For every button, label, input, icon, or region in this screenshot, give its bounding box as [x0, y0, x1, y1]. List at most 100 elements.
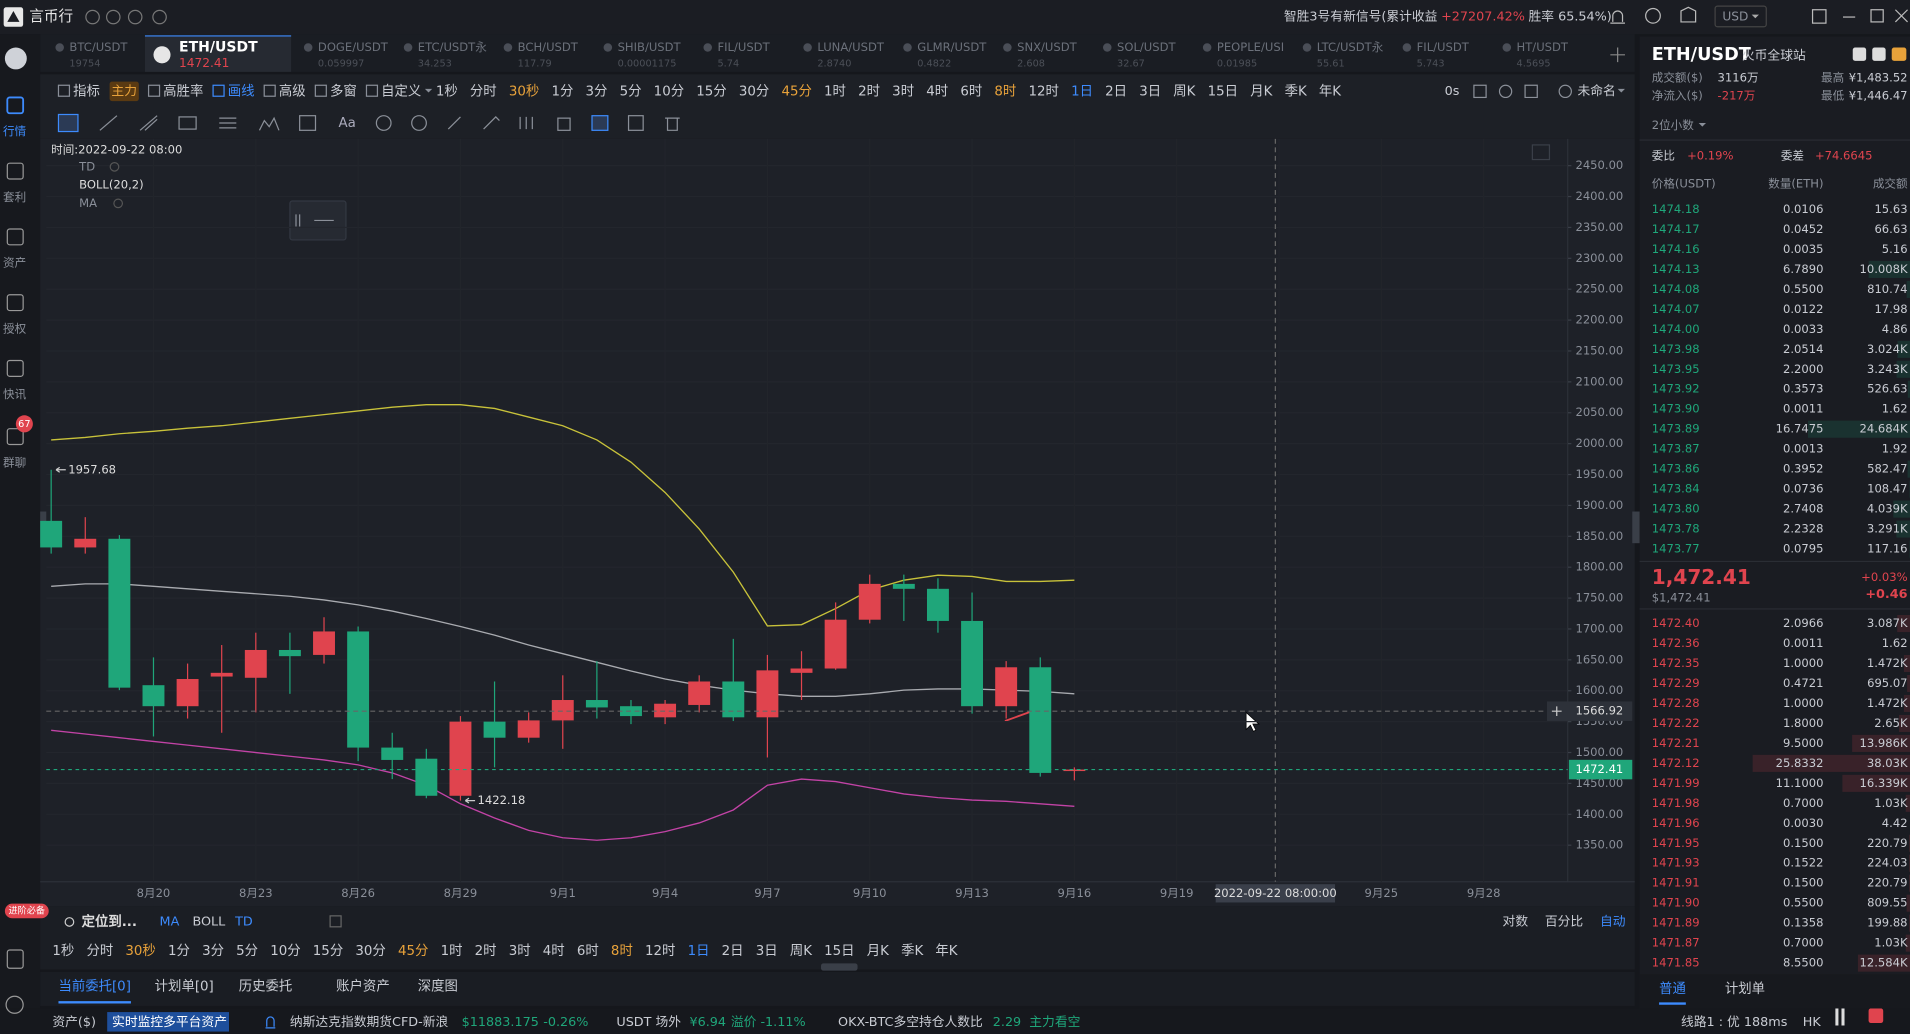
status-item[interactable]: 实时监控多平台资产: [112, 1015, 227, 1030]
toolbar-period[interactable]: 1日: [1071, 84, 1093, 99]
toolbar-period[interactable]: 3日: [1139, 84, 1161, 99]
bar-period[interactable]: 4时: [543, 943, 565, 959]
ticker-pair[interactable]: BCH/USDT: [518, 40, 579, 54]
auth-icon[interactable]: [6, 294, 24, 312]
icon[interactable]: [1524, 84, 1538, 99]
order-tab[interactable]: 历史委托: [239, 979, 293, 995]
tool-item[interactable]: 自定义: [381, 83, 421, 99]
tool-item[interactable]: 画线: [228, 83, 255, 99]
toolbar-period[interactable]: 15日: [1208, 84, 1238, 99]
layout-name[interactable]: 未命名: [1577, 83, 1615, 99]
bar-period[interactable]: 5分: [236, 943, 258, 959]
toolbar-period[interactable]: 2时: [858, 83, 880, 99]
icon[interactable]: [1498, 84, 1513, 99]
ticker-pair[interactable]: SOL/USDT: [1117, 40, 1176, 54]
gift-icon[interactable]: [1680, 6, 1697, 23]
avatar[interactable]: [4, 47, 27, 70]
bar-period[interactable]: 30秒: [125, 943, 155, 959]
toolbar-period[interactable]: 年K: [1319, 83, 1342, 99]
scale-option[interactable]: 自动: [1600, 914, 1626, 929]
bar-period[interactable]: 8时: [611, 943, 633, 959]
toolbar-period[interactable]: 周K: [1173, 84, 1196, 99]
ticker-pair[interactable]: GLMR/USDT: [917, 40, 987, 54]
indicator-legend[interactable]: BOLL(20,2): [79, 178, 143, 192]
bar-period[interactable]: 10分: [270, 943, 300, 959]
pause-button[interactable]: [1835, 1008, 1845, 1026]
bar-period[interactable]: 1时: [441, 943, 463, 959]
order-tab[interactable]: 当前委托[0]: [58, 978, 130, 995]
cloud-icon[interactable]: [1558, 84, 1572, 99]
locate[interactable]: 定位到...: [82, 913, 137, 930]
chat-icon[interactable]: [6, 428, 24, 446]
nav-label[interactable]: 授权: [3, 321, 27, 335]
toolbar-period[interactable]: 3分: [586, 83, 608, 99]
toolbar-period[interactable]: 12时: [1028, 83, 1058, 99]
icon[interactable]: [127, 9, 143, 25]
toolbar-period[interactable]: 3时: [892, 83, 914, 99]
toolbar-period[interactable]: 10分: [654, 83, 684, 99]
ticker-pair[interactable]: DOGE/USDT: [318, 40, 389, 54]
toolbar-period[interactable]: 季K: [1285, 83, 1308, 99]
main-badge-text[interactable]: 主力: [111, 84, 137, 99]
bar-period[interactable]: 1秒: [52, 943, 74, 959]
chart-settings[interactable]: [1531, 144, 1551, 161]
order-tab[interactable]: 深度图: [418, 979, 458, 995]
tool-ruler[interactable]: [447, 116, 461, 130]
tool-measure[interactable]: [299, 115, 317, 131]
toolbar-period[interactable]: 1分: [551, 83, 573, 99]
ticker-pair[interactable]: ETH/USDT: [179, 39, 258, 55]
ticker-pair[interactable]: ETC/USDT永: [418, 40, 487, 54]
bar-period[interactable]: 12时: [645, 943, 675, 959]
maximize-button[interactable]: [1870, 9, 1884, 23]
splitter[interactable]: [821, 963, 858, 971]
tool-edit[interactable]: [627, 115, 644, 131]
nav-label[interactable]: 快讯: [3, 387, 27, 401]
indicator-legend[interactable]: TD: [78, 159, 95, 173]
tool-line[interactable]: [99, 115, 118, 131]
bar-period[interactable]: 15分: [313, 943, 343, 959]
tool-item[interactable]: 多窗: [330, 82, 357, 99]
toolbar-period[interactable]: 4时: [926, 83, 948, 99]
tool-pattern[interactable]: [258, 116, 280, 131]
nav-label[interactable]: 资产: [3, 256, 26, 270]
scale-option[interactable]: 百分比: [1545, 914, 1584, 929]
order-tab[interactable]: 账户资产: [336, 978, 390, 995]
bar-period[interactable]: 1日: [688, 944, 710, 959]
bar-period[interactable]: 15日: [824, 944, 854, 959]
ticker-pair[interactable]: PEOPLE/USI: [1217, 40, 1284, 54]
bar-period[interactable]: 年K: [935, 943, 958, 959]
ticker-pair[interactable]: BTC/USDT: [69, 40, 128, 54]
bar-period[interactable]: 2日: [722, 944, 744, 959]
market-icon[interactable]: [6, 96, 25, 115]
currency[interactable]: USD: [1722, 10, 1748, 24]
indicator-toggle[interactable]: MA: [160, 914, 180, 929]
tool-pen[interactable]: [483, 116, 500, 130]
tool-text[interactable]: Aa: [338, 116, 355, 131]
record-button[interactable]: [1868, 1008, 1884, 1024]
tool-item[interactable]: 指标: [73, 83, 100, 99]
chat-icon[interactable]: [1645, 7, 1661, 24]
bar-period[interactable]: 1分: [168, 943, 190, 959]
indicator-toggle[interactable]: TD: [234, 914, 253, 929]
ticker-pair[interactable]: LUNA/USDT: [817, 40, 884, 54]
tool-rect[interactable]: [178, 116, 197, 130]
tool-hide[interactable]: [411, 115, 427, 131]
nav-label[interactable]: 群聊: [3, 455, 26, 469]
toolbar-period[interactable]: 30分: [739, 83, 769, 99]
bar-period[interactable]: 月K: [867, 944, 890, 959]
bell-icon[interactable]: [1610, 10, 1625, 24]
tool-bars[interactable]: [519, 116, 533, 130]
bar-period[interactable]: 6时: [577, 943, 599, 959]
ticker-pair[interactable]: SHIB/USDT: [618, 40, 682, 54]
bar-period[interactable]: 3日: [756, 944, 778, 959]
indicator-toggle[interactable]: BOLL: [192, 914, 226, 929]
bar-period[interactable]: 2时: [475, 943, 497, 959]
nav-label[interactable]: 套利: [3, 190, 26, 204]
ticker-pair[interactable]: HT/USDT: [1517, 40, 1569, 54]
tool-fib[interactable]: [219, 117, 237, 129]
toolbar-period[interactable]: 15分: [696, 83, 726, 99]
tool-item[interactable]: 高胜率: [163, 82, 203, 99]
ticker-pair[interactable]: FIL/USDT: [717, 40, 770, 54]
ticker-pair[interactable]: SNX/USDT: [1017, 40, 1078, 54]
toolbar-period[interactable]: 30秒: [509, 83, 539, 99]
